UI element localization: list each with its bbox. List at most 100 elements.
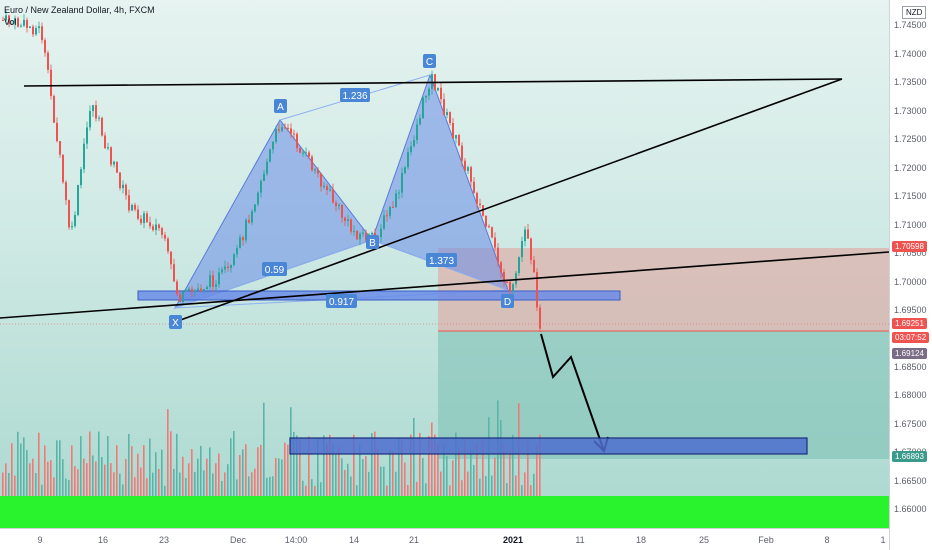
volume-bar [101, 456, 103, 496]
point-label-c[interactable]: C [423, 54, 436, 68]
target-zone-box[interactable] [289, 437, 808, 455]
candle-body [200, 288, 202, 292]
candle-body [287, 127, 289, 129]
candle-body [293, 133, 295, 135]
point-label-b[interactable]: B [366, 235, 379, 249]
candle-body [197, 288, 199, 291]
volume-bar [242, 449, 244, 496]
candle-body [62, 154, 64, 183]
candle-body [68, 200, 70, 228]
candle-body [125, 184, 127, 196]
volume-bar [125, 458, 127, 496]
candle-body [284, 127, 286, 129]
volume-bar [320, 482, 322, 496]
symbol-title[interactable]: Euro / New Zealand Dollar, 4h, FXCM [4, 5, 155, 15]
ratio-label-xd[interactable]: 0.917 [326, 294, 357, 308]
projection-arrow[interactable] [540, 333, 605, 452]
candle-body [455, 135, 457, 139]
time-tick-label: 9 [37, 535, 43, 545]
candle-body [398, 192, 400, 194]
volume-bar [524, 472, 526, 496]
candle-body [83, 143, 85, 170]
volume-bar [362, 459, 364, 496]
price-scale[interactable]: NZD 1.74500 1.74000 1.73500 1.73000 1.72500 1… [889, 0, 932, 550]
volume-bar [410, 434, 412, 496]
volume-bar [491, 475, 493, 496]
candle-body [29, 26, 31, 28]
volume-bar [245, 444, 247, 496]
volume-bar [419, 433, 421, 496]
candle-body [206, 286, 208, 290]
candlestick-series [2, 10, 541, 332]
volume-bar [344, 469, 346, 496]
currency-label[interactable]: NZD [902, 6, 927, 19]
candle-body [266, 161, 268, 174]
candle-body [392, 206, 394, 208]
volume-bar [182, 456, 184, 496]
ratio-label-xa-xb[interactable]: 0.59 [262, 262, 287, 276]
candle-body [185, 290, 187, 292]
candle-body [137, 209, 139, 219]
candle-body [515, 273, 517, 285]
candle-body [167, 238, 169, 252]
volume-bar [350, 476, 352, 496]
volume-bar [500, 420, 502, 496]
time-scale[interactable]: 9 16 23 Dec 14:00 14 21 2021 11 18 25 Feb 8 1 [0, 528, 889, 550]
lower-trend-line[interactable] [0, 251, 889, 319]
candle-body [536, 272, 538, 308]
point-label-d[interactable]: D [501, 294, 514, 308]
time-tick-label: 14 [348, 535, 360, 545]
volume-bar [269, 476, 271, 496]
candle-body [23, 19, 25, 26]
volume-bar [446, 455, 448, 496]
candle-body [11, 23, 13, 25]
volume-bar [215, 463, 217, 496]
volume-bar [464, 438, 466, 496]
point-label-a[interactable]: A [274, 99, 287, 113]
volume-bar [251, 472, 253, 496]
horizontal-resistance-line[interactable] [23, 78, 843, 87]
candle-body [134, 204, 136, 210]
candle-body [512, 284, 514, 292]
volume-bar [134, 477, 136, 496]
candle-body [32, 26, 34, 35]
candle-body [65, 182, 67, 201]
rising-trend-line[interactable] [174, 78, 843, 323]
support-zone[interactable] [137, 290, 621, 301]
volume-bar [35, 472, 37, 496]
volume-bar [461, 480, 463, 496]
time-tick-label: 2021 [502, 535, 524, 545]
time-tick-label: Feb [758, 535, 774, 545]
candle-body [113, 161, 115, 165]
ratio-label-ab-ac[interactable]: 1.236 [340, 88, 370, 102]
candle-body [260, 180, 262, 193]
ratio-label-bc-cd[interactable]: 1.373 [426, 253, 457, 267]
volume-bar [53, 477, 55, 496]
volume-bar [293, 431, 295, 496]
candle-body [71, 226, 73, 228]
point-label-x[interactable]: X [169, 315, 182, 329]
volume-bar [77, 469, 79, 496]
volume-bar [386, 485, 388, 496]
price-chart[interactable]: X A B C D 0.59 [0, 0, 889, 528]
volume-bar [173, 468, 175, 496]
volume-bar [257, 447, 259, 496]
candle-body [533, 260, 535, 273]
volume-bar [221, 481, 223, 496]
volume-bar [476, 444, 478, 496]
chart-legend: Euro / New Zealand Dollar, 4h, FXCM Vol [4, 4, 155, 28]
volume-bar [137, 453, 139, 496]
volume-bar [14, 475, 16, 496]
volume-bar [74, 466, 76, 496]
volume-bar [191, 449, 193, 496]
candle-body [80, 169, 82, 186]
volume-bar [533, 473, 535, 496]
volume-bar [287, 444, 289, 496]
volume-bar [338, 447, 340, 496]
volume-bar [227, 464, 229, 496]
volume-bar [65, 478, 67, 496]
volume-indicator-label[interactable]: Vol [4, 17, 17, 27]
chart-plot-area[interactable]: X A B C D 0.59 [0, 0, 889, 528]
candle-body [59, 141, 61, 155]
volume-bar [8, 473, 10, 496]
